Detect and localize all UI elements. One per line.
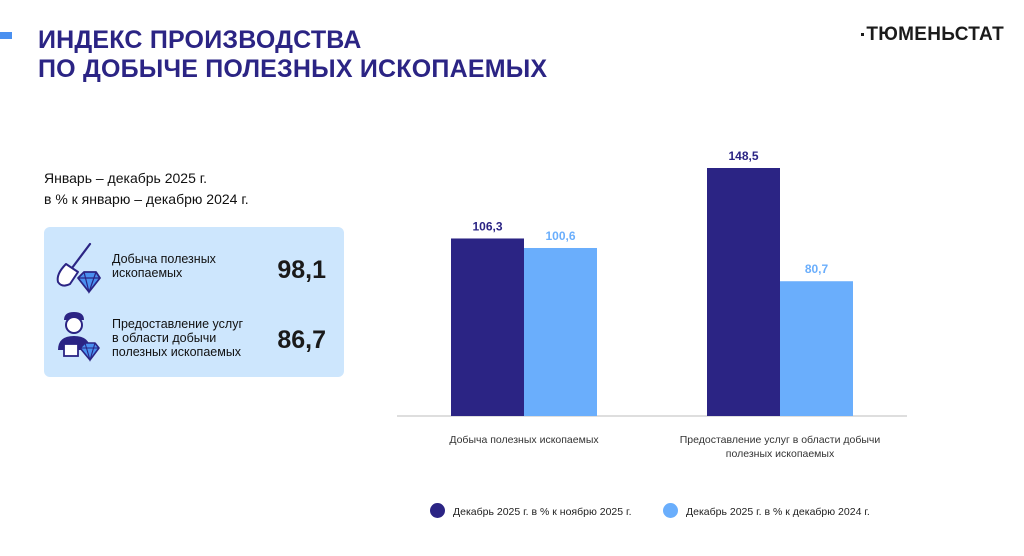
- period-line-2: в % к январю – декабрю 2024 г.: [44, 191, 249, 207]
- bar-series-2-category-2: [780, 281, 853, 416]
- legend-label: Декабрь 2025 г. в % к декабрю 2024 г.: [686, 506, 870, 518]
- shovel-diamond-icon: [56, 242, 101, 294]
- legend-item-series-2: Декабрь 2025 г. в % к декабрю 2024 г.: [663, 503, 870, 521]
- title-line-2: ПО ДОБЫЧЕ ПОЛЕЗНЫХ ИСКОПАЕМЫХ: [38, 55, 548, 83]
- category-label: полезных ископаемых: [726, 448, 835, 460]
- title-line-1: ИНДЕКС ПРОИЗВОДСТВА: [38, 26, 362, 54]
- brand-logo: ТЮМЕНЬСТАТ: [861, 24, 1004, 46]
- period-caption: Январь – декабрь 2025 г. в % к январю – …: [44, 168, 249, 210]
- brand-mark-icon: [861, 33, 865, 37]
- summary-item-value: 98,1: [277, 256, 326, 284]
- summary-item-services: Предоставление услуг в области добычи по…: [44, 310, 344, 372]
- bar-series-2-category-1: [524, 247, 597, 416]
- accent-bar: [0, 32, 12, 39]
- data-label: 100,6: [545, 229, 575, 243]
- legend-label: Декабрь 2025 г. в % к ноябрю 2025 г.: [453, 506, 632, 518]
- chart-legend: Декабрь 2025 г. в % к ноябрю 2025 г. Дек…: [430, 503, 990, 521]
- bar-series-1-category-2: [707, 168, 780, 416]
- page-title: ИНДЕКС ПРОИЗВОДСТВА ПО ДОБЫЧЕ ПОЛЕЗНЫХ И…: [38, 26, 547, 84]
- summary-item-label: Добыча полезных ископаемых: [112, 252, 216, 280]
- data-label: 148,5: [728, 149, 758, 163]
- summary-item-value: 86,7: [277, 326, 326, 354]
- legend-swatch-series-1: [430, 503, 445, 519]
- worker-diamond-icon: [58, 312, 100, 362]
- bar-series-1-category-1: [451, 238, 524, 416]
- data-label: 80,7: [805, 262, 829, 276]
- legend-item-series-1: Декабрь 2025 г. в % к ноябрю 2025 г.: [430, 503, 632, 521]
- summary-panel: Добыча полезных ископаемых 98,1 Предоста…: [44, 227, 344, 377]
- data-label: 106,3: [472, 219, 502, 233]
- summary-item-label: Предоставление услуг в области добычи по…: [112, 317, 244, 359]
- summary-item-mining: Добыча полезных ископаемых 98,1: [44, 242, 344, 298]
- legend-swatch-series-2: [663, 503, 678, 519]
- category-label: Предоставление услуг в области добычи: [680, 434, 881, 446]
- period-line-1: Январь – декабрь 2025 г.: [44, 170, 208, 186]
- brand-name: ТЮМЕНЬСТАТ: [866, 24, 1004, 45]
- category-label: Добыча полезных ископаемых: [449, 434, 599, 446]
